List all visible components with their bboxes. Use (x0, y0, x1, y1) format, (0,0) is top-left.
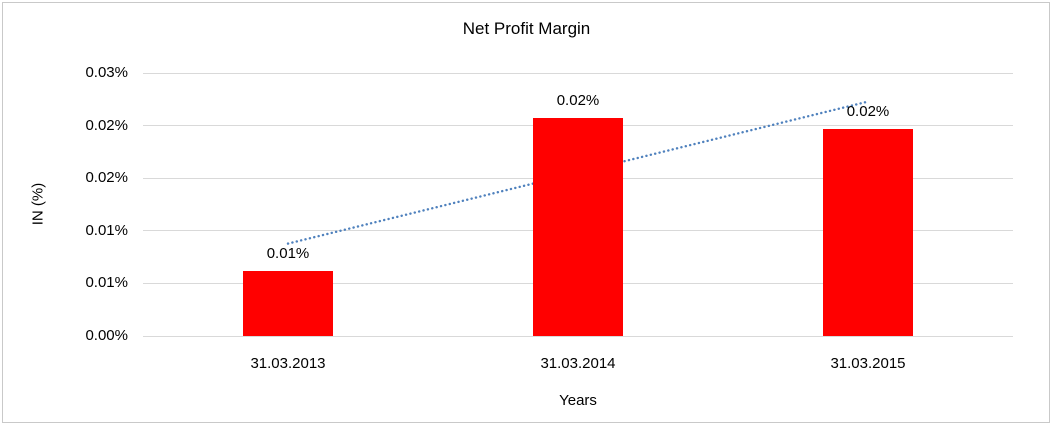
bar-31.03.2013 (243, 270, 333, 336)
x-axis-tick-label: 31.03.2013 (250, 355, 326, 372)
chart-title: Net Profit Margin (462, 19, 591, 38)
y-axis-title-text: IN (%) (29, 182, 47, 226)
y-axis-tick-label: 0.01% (85, 221, 128, 239)
gridline (143, 72, 1013, 74)
bar-data-label: 0.02% (846, 102, 890, 120)
bar-31.03.2014 (533, 118, 623, 336)
y-axis-tick-label: 0.00% (85, 327, 128, 344)
bar-data-label: 0.02% (556, 92, 600, 110)
y-axis-tick-label: 0.01% (85, 274, 128, 292)
y-axis-tick-label: 0.03% (85, 64, 128, 81)
gridline (143, 335, 1013, 337)
y-axis-tick-label: 0.02% (85, 116, 128, 134)
y-axis-tick-label: 0.02% (85, 169, 128, 187)
x-axis-title: Years (559, 392, 597, 409)
x-axis-tick-label: 31.03.2015 (830, 355, 906, 372)
x-axis-tick-label: 31.03.2014 (540, 355, 616, 372)
bar-data-label: 0.01% (266, 244, 310, 262)
bar-31.03.2015 (823, 128, 913, 336)
